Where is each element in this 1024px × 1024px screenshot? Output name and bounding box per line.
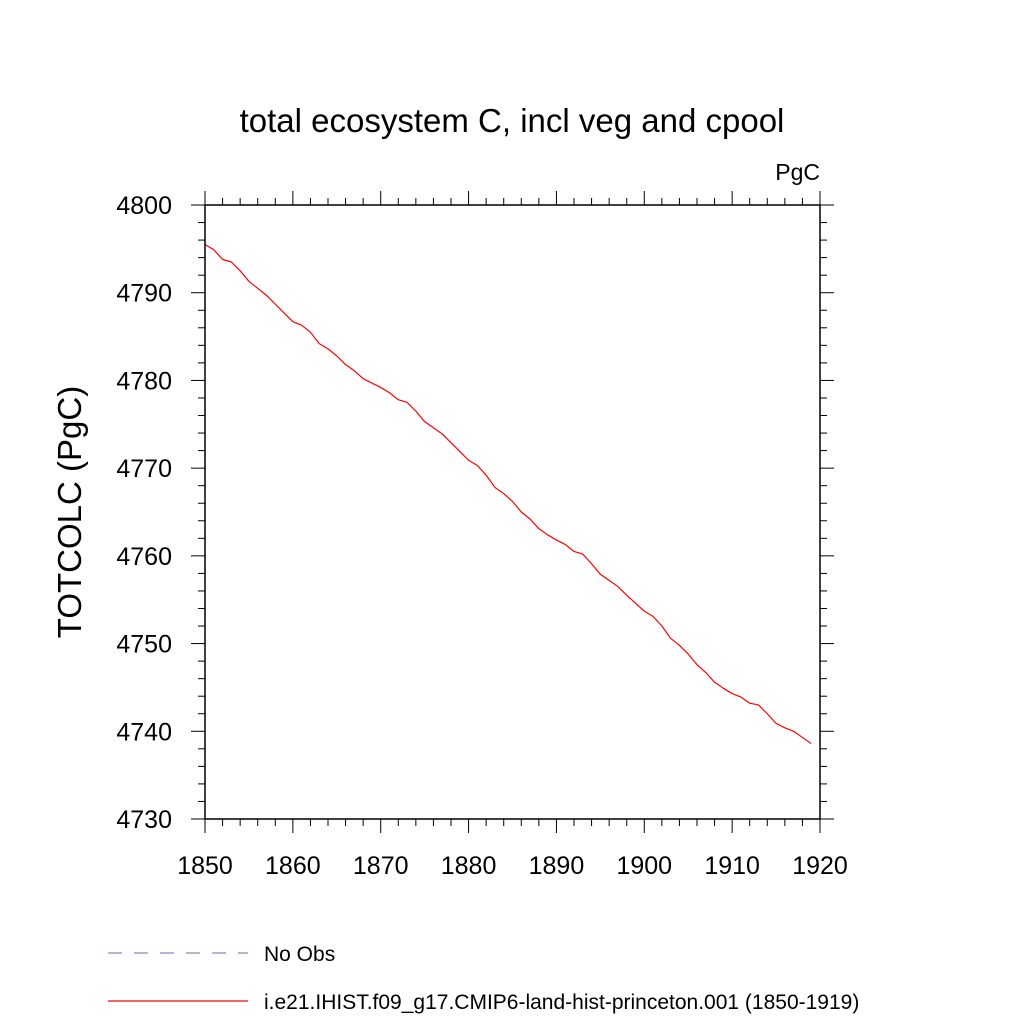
y-tick-label: 4740 xyxy=(116,718,172,746)
chart-title: total ecosystem C, incl veg and cpool xyxy=(240,102,785,139)
units-label: PgC xyxy=(775,159,820,185)
axis-ticks xyxy=(191,191,834,833)
y-tick-label: 4790 xyxy=(116,280,172,308)
x-tick-label: 1860 xyxy=(265,852,321,880)
x-tick-label: 1900 xyxy=(616,852,672,880)
y-tick-label: 4780 xyxy=(116,367,172,395)
x-tick-label: 1850 xyxy=(177,852,233,880)
plot-series xyxy=(204,243,812,745)
y-tick-label: 4750 xyxy=(116,631,172,659)
plot-frame xyxy=(204,204,821,820)
y-tick-label: 4730 xyxy=(116,806,172,834)
y-tick-label: 4770 xyxy=(116,455,172,483)
y-tick-label: 4800 xyxy=(116,192,172,220)
x-tick-label: 1890 xyxy=(529,852,585,880)
x-tick-label: 1910 xyxy=(704,852,760,880)
x-tick-label: 1920 xyxy=(792,852,848,880)
series-line-1 xyxy=(204,243,812,745)
y-tick-label: 4760 xyxy=(116,543,172,571)
x-tick-label: 1870 xyxy=(353,852,409,880)
legend-label-no-obs: No Obs xyxy=(264,943,335,966)
axis-tick-labels: 1850 1860 1870 1880 1890 1900 1910 1920 4730 4740… xyxy=(116,192,847,880)
legend-label-model-run: i.e21.IHIST.f09_g17.CMIP6-land-hist-prin… xyxy=(264,991,859,1014)
x-tick-label: 1880 xyxy=(441,852,497,880)
legend: No Obs i.e21.IHIST.f09_g17.CMIP6-land-hi… xyxy=(108,943,859,1014)
y-axis-label: TOTCOLC (PgC) xyxy=(51,386,88,638)
